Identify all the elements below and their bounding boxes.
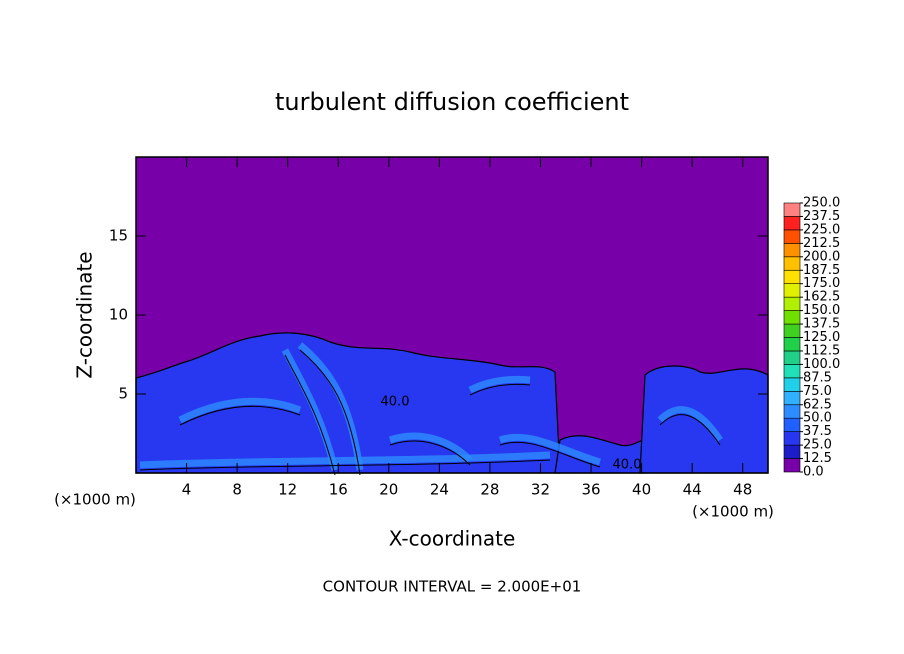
colorbar-label: 50.0 <box>803 411 832 426</box>
contour-label: 40.0 <box>613 458 642 473</box>
colorbar-band <box>783 256 801 271</box>
x-tick-label: 12 <box>278 481 297 499</box>
turbulent-streak <box>281 348 339 471</box>
turbulent-streak <box>468 375 531 394</box>
colorbar-label: 62.5 <box>803 397 832 412</box>
x-tick-label: 4 <box>182 481 192 499</box>
colorbar-band <box>783 323 801 338</box>
colorbar-label: 25.0 <box>803 438 832 453</box>
contour-line <box>659 414 721 446</box>
colorbar-band <box>783 444 801 459</box>
colorbar-band <box>783 229 801 244</box>
turbulent-streak <box>178 397 302 424</box>
contour-line <box>389 440 471 466</box>
x-tick-label: 48 <box>733 481 752 499</box>
colorbar-band <box>783 269 801 284</box>
colorbar-band <box>783 216 801 231</box>
y-tick-label: 15 <box>109 227 128 245</box>
y-axis-label: Z-coordinate <box>73 251 97 378</box>
colorbar-label: 125.0 <box>803 330 840 345</box>
colorbar-band <box>783 404 801 419</box>
colorbar-band <box>783 310 801 325</box>
colorbar-label: 212.5 <box>803 236 840 251</box>
colorbar-label: 237.5 <box>803 209 840 224</box>
contour-line <box>284 354 336 476</box>
colorbar-band <box>783 243 801 258</box>
colorbar-label: 200.0 <box>803 249 840 264</box>
colorbar-label: 100.0 <box>803 357 840 372</box>
contour-line <box>179 405 301 426</box>
x-tick-label: 44 <box>683 481 702 499</box>
contour-line <box>469 383 531 396</box>
colorbar-band <box>783 431 801 446</box>
x-tick-label: 28 <box>480 481 499 499</box>
colorbar-label: 175.0 <box>803 276 840 291</box>
colorbar-label: 12.5 <box>803 451 832 466</box>
chart-title: turbulent diffusion coefficient <box>275 88 629 116</box>
x-tick-label: 36 <box>581 481 600 499</box>
turbulent-streak <box>388 432 473 463</box>
colorbar-label: 87.5 <box>803 370 832 385</box>
x-tick-label: 24 <box>430 481 449 499</box>
x-tick-label: 40 <box>632 481 651 499</box>
colorbar-band <box>783 458 801 473</box>
contour-line <box>299 349 361 476</box>
colorbar-label: 0.0 <box>803 465 824 480</box>
colorbar-label: 162.5 <box>803 290 840 305</box>
x-tick-label: 8 <box>232 481 242 499</box>
colorbar-label: 250.0 <box>803 196 840 211</box>
colorbar-label: 150.0 <box>803 303 840 318</box>
colorbar-band <box>783 377 801 392</box>
colorbar-band <box>783 296 801 311</box>
colorbar-label: 137.5 <box>803 317 840 332</box>
x-tick-label: 32 <box>531 481 550 499</box>
colorbar-band <box>783 364 801 379</box>
colorbar-label: 225.0 <box>803 222 840 237</box>
colorbar-label: 112.5 <box>803 343 840 358</box>
colorbar-label: 37.5 <box>803 424 832 439</box>
x-unit: (×1000 m) <box>692 503 774 521</box>
turbulent-streak <box>297 342 364 471</box>
contour-label: 40.0 <box>381 395 410 410</box>
colorbar-band <box>783 283 801 298</box>
colorbar-band <box>783 390 801 406</box>
turbulent-streak <box>657 406 723 442</box>
x-tick-label: 20 <box>379 481 398 499</box>
colorbar-label: 187.5 <box>803 263 840 278</box>
footer: CONTOUR INTERVAL = 2.000E+01 <box>323 578 582 596</box>
colorbar-band <box>783 337 801 352</box>
contour-line <box>499 441 601 468</box>
turbulent-region <box>135 332 561 474</box>
x-axis-label: X-coordinate <box>389 527 516 551</box>
colorbar-band <box>783 350 801 365</box>
colorbar-label: 75.0 <box>803 384 832 399</box>
colorbar-band <box>783 417 801 432</box>
colorbar-band <box>783 202 801 217</box>
turbulent-streak <box>498 433 602 466</box>
x-tick-label: 16 <box>329 481 348 499</box>
y-tick-label: 5 <box>118 385 128 403</box>
y-tick-label: 10 <box>109 306 128 324</box>
y-unit: (×1000 m) <box>54 491 136 509</box>
